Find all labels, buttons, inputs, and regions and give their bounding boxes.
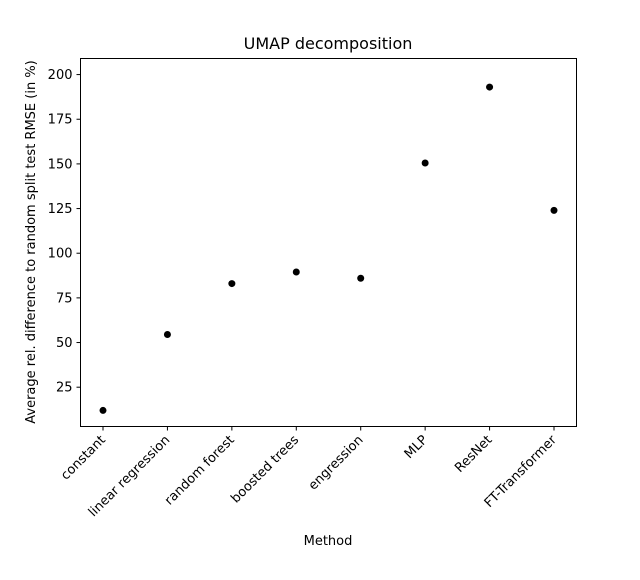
data-point	[163, 331, 171, 338]
x-tick-label: MLP	[402, 433, 431, 462]
x-tick-label: constant	[58, 433, 109, 484]
x-tick-label: random forest	[162, 433, 238, 509]
y-axis-label: Average rel. difference to random split …	[24, 60, 39, 423]
y-tick-label: 150	[48, 157, 73, 172]
data-point	[228, 280, 236, 288]
chart-title: UMAP decomposition	[244, 34, 413, 53]
x-tick-label: boosted trees	[228, 433, 302, 507]
y-tick-label: 200	[48, 68, 73, 83]
y-tick-label: 100	[48, 247, 73, 262]
data-points	[99, 83, 558, 414]
y-tick-label: 175	[48, 113, 73, 128]
data-point	[550, 206, 558, 214]
y-tick-label: 75	[56, 291, 73, 306]
x-axis-label: Method	[304, 534, 353, 549]
plot-frame	[80, 58, 577, 427]
y-tick-label: 50	[56, 336, 73, 351]
data-point	[99, 406, 107, 414]
data-point	[421, 159, 429, 167]
data-point	[292, 268, 300, 276]
x-tick-label: ResNet	[452, 433, 495, 476]
y-tick-label: 25	[56, 381, 73, 396]
x-tick-label: engression	[306, 433, 367, 494]
y-tick-label: 125	[48, 202, 73, 217]
data-point	[486, 83, 494, 91]
data-point	[357, 274, 365, 282]
y-axis: 25 50 75 100 125 150 175 200	[48, 68, 81, 396]
